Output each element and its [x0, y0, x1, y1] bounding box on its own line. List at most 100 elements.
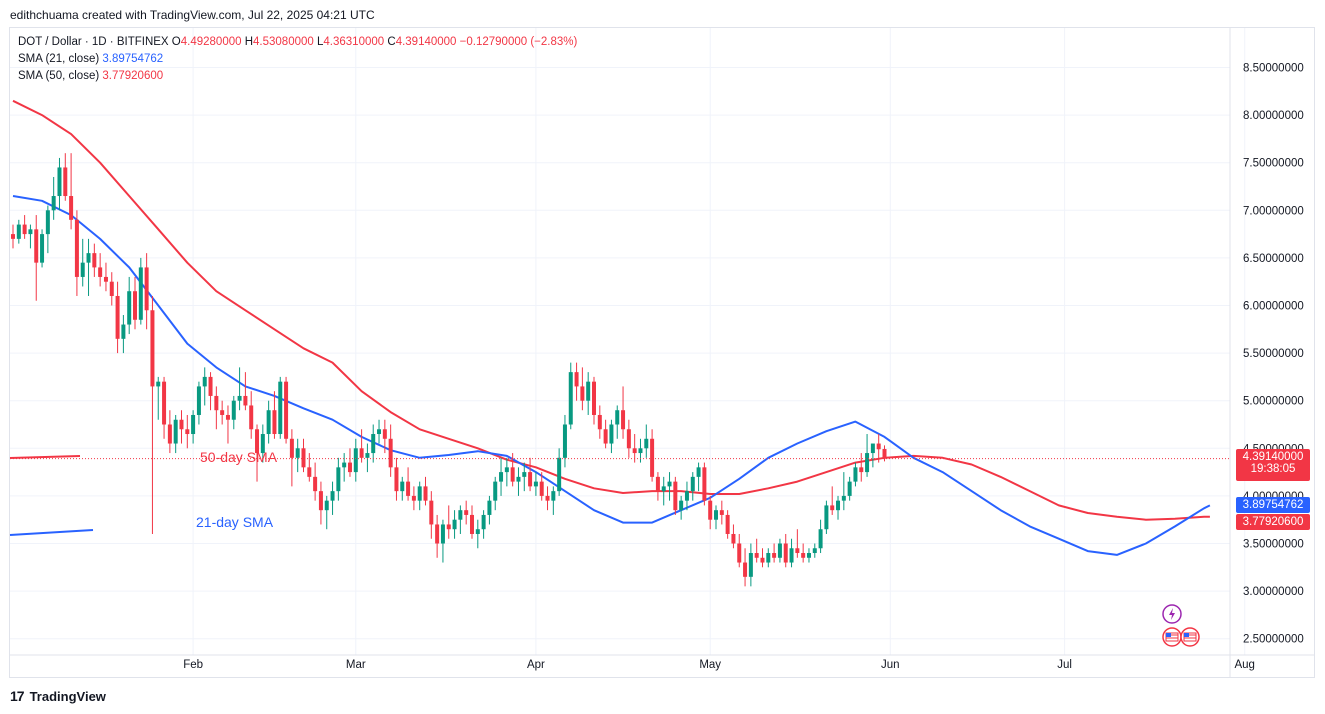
candle — [621, 386, 626, 439]
candle-body — [667, 481, 672, 487]
candle — [214, 386, 219, 430]
candle-body — [586, 381, 591, 401]
candle-body — [74, 219, 79, 277]
x-tick-label: Apr — [527, 659, 545, 671]
candle-body — [196, 386, 201, 415]
candle — [557, 448, 562, 496]
candle-body — [406, 481, 411, 496]
candle-body — [394, 467, 399, 492]
candle — [568, 362, 573, 430]
symbol-label[interactable]: DOT / Dollar · 1D · BITFINEX — [18, 36, 169, 48]
sma21-price-tag: 3.89754762 — [1236, 497, 1310, 514]
candle — [295, 438, 300, 473]
candle-body — [504, 467, 509, 473]
candle-body — [464, 510, 469, 515]
candle — [836, 495, 841, 520]
tradingview-brand[interactable]: 17 TradingView — [10, 688, 106, 704]
candle — [679, 495, 684, 520]
sma21-row[interactable]: SMA (21, close) 3.89754762 — [18, 51, 577, 68]
candle-body — [51, 196, 56, 211]
candle-body — [609, 424, 614, 444]
candle — [400, 476, 405, 501]
candle — [481, 510, 486, 539]
candle — [516, 467, 521, 496]
candle — [737, 533, 742, 568]
candle — [371, 424, 376, 463]
candle-body — [632, 448, 637, 454]
candle — [522, 462, 527, 492]
candle — [743, 548, 748, 587]
sma50-layer — [12, 99, 1210, 521]
candle — [301, 438, 306, 473]
candle-body — [533, 481, 538, 487]
candle-body — [714, 510, 719, 520]
candle — [80, 238, 85, 287]
candle — [220, 400, 225, 425]
candle-body — [853, 467, 858, 482]
candle — [115, 281, 120, 354]
candle-body — [882, 448, 887, 459]
high-value: 4.53080000 — [253, 36, 314, 48]
candle — [173, 414, 178, 454]
candle-body — [481, 514, 486, 530]
candle-body — [754, 553, 759, 558]
candle — [417, 481, 422, 511]
y-tick-label: 2.50000000 — [1243, 634, 1304, 646]
candle-body — [679, 500, 684, 511]
candle-body — [650, 438, 655, 477]
candle-body — [98, 267, 103, 277]
candle — [22, 215, 27, 239]
close-value: 4.39140000 — [395, 36, 457, 48]
candle — [330, 481, 335, 515]
candle — [458, 505, 463, 534]
candle-body — [452, 519, 457, 530]
candle — [237, 367, 242, 411]
current-price-tag: 4.39140000 19:38:05 — [1236, 449, 1310, 482]
candle-body — [597, 414, 602, 430]
candle — [28, 224, 33, 249]
candle-body — [103, 276, 108, 282]
candle — [760, 548, 765, 568]
sma50-label: SMA (50, close) — [18, 70, 100, 82]
candle — [243, 372, 248, 411]
candle — [493, 476, 498, 511]
candle-body — [499, 472, 504, 482]
candle-body — [255, 429, 260, 454]
candle — [133, 276, 138, 330]
x-tick-label: Aug — [1234, 659, 1254, 671]
candle-body — [92, 253, 97, 268]
candle — [406, 467, 411, 501]
candle — [336, 457, 341, 501]
candle-body — [615, 410, 620, 425]
grid — [10, 28, 1246, 655]
candle — [847, 476, 852, 501]
sma50-row[interactable]: SMA (50, close) 3.77920600 — [18, 68, 577, 85]
candle-body — [592, 381, 596, 415]
candle-body — [702, 467, 707, 501]
candle-body — [220, 410, 225, 415]
candle — [249, 391, 254, 439]
candle-body — [458, 510, 463, 520]
candle-body — [830, 505, 835, 511]
candle-body — [557, 457, 562, 492]
candle — [626, 419, 631, 458]
candle — [51, 176, 56, 220]
candle — [144, 253, 149, 330]
candle — [150, 295, 155, 534]
candle — [667, 472, 672, 501]
candle — [464, 500, 469, 525]
candle — [876, 434, 881, 463]
candle — [562, 414, 567, 468]
candle-body — [11, 234, 15, 239]
candle-body — [446, 524, 451, 530]
candle — [452, 510, 457, 539]
candle-body — [377, 429, 382, 435]
y-tick-label: 7.00000000 — [1243, 205, 1304, 217]
candle — [440, 519, 445, 563]
candle-body — [173, 419, 178, 444]
candle-body — [179, 419, 184, 430]
sma21-line — [12, 195, 1211, 556]
candle — [766, 548, 771, 568]
candle-body — [133, 291, 138, 320]
